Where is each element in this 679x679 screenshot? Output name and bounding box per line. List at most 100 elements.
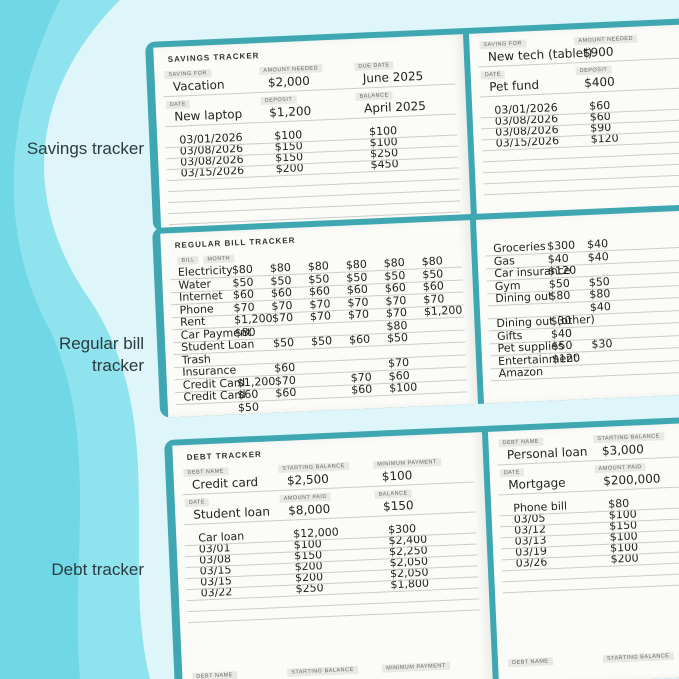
field-label: DATE [499, 468, 525, 478]
bill-amount: $50 [421, 266, 444, 281]
bill-amount: $50 [270, 273, 292, 288]
field-value: Student loan [192, 504, 271, 522]
bill-amount: $70 [274, 373, 297, 388]
bill-amount: $70 [309, 296, 331, 311]
bill-amount: $80 [589, 287, 611, 301]
section-label: Debt tracker [51, 560, 144, 579]
ruled-line [167, 178, 460, 193]
column-label: MONTH [203, 254, 235, 264]
field-label: MINIMUM PAYMENT [373, 457, 441, 469]
field-label: BALANCE [374, 489, 412, 499]
bill-amount: $60 [422, 279, 445, 294]
bill-amount: $80 [234, 325, 256, 339]
bill-amount: $50 [237, 400, 260, 414]
planner-book: SAVINGS TRACKER SAVING FOR Vacation AMOUNT … [145, 14, 679, 232]
field-value: $2,500 [286, 471, 330, 488]
field-label: DATE [184, 498, 210, 508]
ruled-line [502, 568, 679, 583]
bill-name: Gifts [496, 328, 523, 343]
bill-amount: $50 [384, 268, 406, 283]
column-label: BILL [177, 255, 199, 265]
bill-amount: $40 [586, 237, 609, 252]
field-value: Pet fund [488, 77, 540, 95]
bill-amount: $40 [589, 299, 612, 314]
field-label: DEBT NAME [192, 671, 237, 679]
field-value: $400 [583, 74, 616, 90]
bill-amount: $80 [307, 259, 330, 274]
bill-name: Gas [493, 253, 516, 268]
section-label: Savings tracker [26, 139, 144, 158]
bill-amount: $60 [308, 284, 331, 299]
planner-page: SAVINGS TRACKER SAVING FOR Vacation AMOUNT … [153, 34, 471, 232]
ruled-line [168, 200, 461, 215]
bill-amount: $60 [232, 287, 255, 302]
planner-page: SAVING FOR New tech (tablet) AMOUNT NEEDED… [468, 21, 679, 218]
bill-amount: $70 [385, 293, 407, 308]
bill-amount: $50 [548, 276, 571, 291]
bill-amount: $50 [588, 274, 611, 289]
ruled-line [187, 598, 480, 613]
field-label: BALANCE [355, 91, 393, 101]
planner-page: Groceries $300 $40 Gas $40 $40 Car insurance $1… [475, 207, 679, 404]
bill-amount: $80 [383, 256, 406, 270]
field-value: $200,000 [602, 471, 661, 488]
field-label: AMOUNT NEEDED [574, 34, 638, 46]
field-label: STARTING BALANCE [593, 432, 664, 444]
bill-amount: $40 [550, 326, 573, 341]
planner-book: DEBT TRACKER DEBT NAME Credit card STARTING… [164, 412, 679, 679]
bill-amount: $60 [270, 285, 293, 300]
bill-amount: $60 [388, 368, 410, 383]
bill-amount: $1,200 [233, 311, 273, 327]
field-label: MINIMUM PAYMENT [382, 661, 450, 673]
ruled-line [482, 148, 679, 163]
bill-name: Water [178, 276, 212, 292]
bill-amount: $60 [273, 360, 296, 375]
bill-amount: $50 [310, 334, 333, 349]
bill-amount: $70 [347, 307, 370, 322]
bill-amount: $60 [346, 282, 369, 297]
bill-amount: $70 [309, 309, 332, 324]
bill-amount: $30 [550, 313, 572, 328]
bill-amount: $300 [546, 238, 576, 253]
ruled-line [483, 170, 679, 185]
bill-amount: $60 [348, 332, 371, 347]
bill-amount: $70 [385, 305, 408, 320]
bill-amount: $80 [386, 318, 408, 333]
field-value: $900 [582, 44, 614, 60]
bill-amount: $40 [547, 251, 569, 266]
bill-amount: $80 [421, 254, 443, 269]
field-label: DATE [165, 100, 191, 110]
bill-name: Gym [494, 278, 521, 293]
bill-name: Groceries [492, 239, 546, 256]
field-value: New laptop [173, 106, 243, 124]
bill-amount: $50 [308, 271, 330, 286]
bill-amount: $120 [551, 350, 581, 366]
field-label: DEPOSIT [575, 65, 612, 76]
bill-amount: $50 [386, 330, 409, 345]
field-label: DATE [480, 70, 506, 80]
field-value: $2,000 [267, 73, 311, 90]
bill-amount: $50 [551, 338, 573, 353]
bill-amount: $1,200 [423, 303, 463, 319]
bill-amount: $120 [547, 263, 577, 278]
bill-amount: $80 [269, 260, 292, 275]
bill-name: Trash [181, 352, 212, 367]
bill-amount: $30 [591, 337, 613, 351]
field-value: Personal loan [506, 444, 588, 463]
ruled-line [168, 189, 460, 204]
page-title: REGULAR BILL TRACKER [174, 235, 296, 251]
field-label: STARTING BALANCE [287, 665, 358, 677]
planner-page: DEBT TRACKER DEBT NAME Credit card STARTING… [172, 432, 494, 679]
bill-amount: $70 [347, 295, 369, 310]
bill-amount: $100 [388, 380, 418, 395]
field-label: DEPOSIT [260, 95, 297, 106]
ruled-line [187, 609, 480, 624]
section-label: Regular bill tracker [58, 334, 144, 375]
field-value: $150 [382, 498, 414, 514]
bill-amount: $70 [233, 300, 255, 315]
field-value: $8,000 [287, 501, 331, 518]
field-label: DEBT NAME [507, 657, 553, 668]
field-label: STARTING BALANCE [602, 651, 674, 664]
bill-amount: $60 [350, 382, 373, 397]
